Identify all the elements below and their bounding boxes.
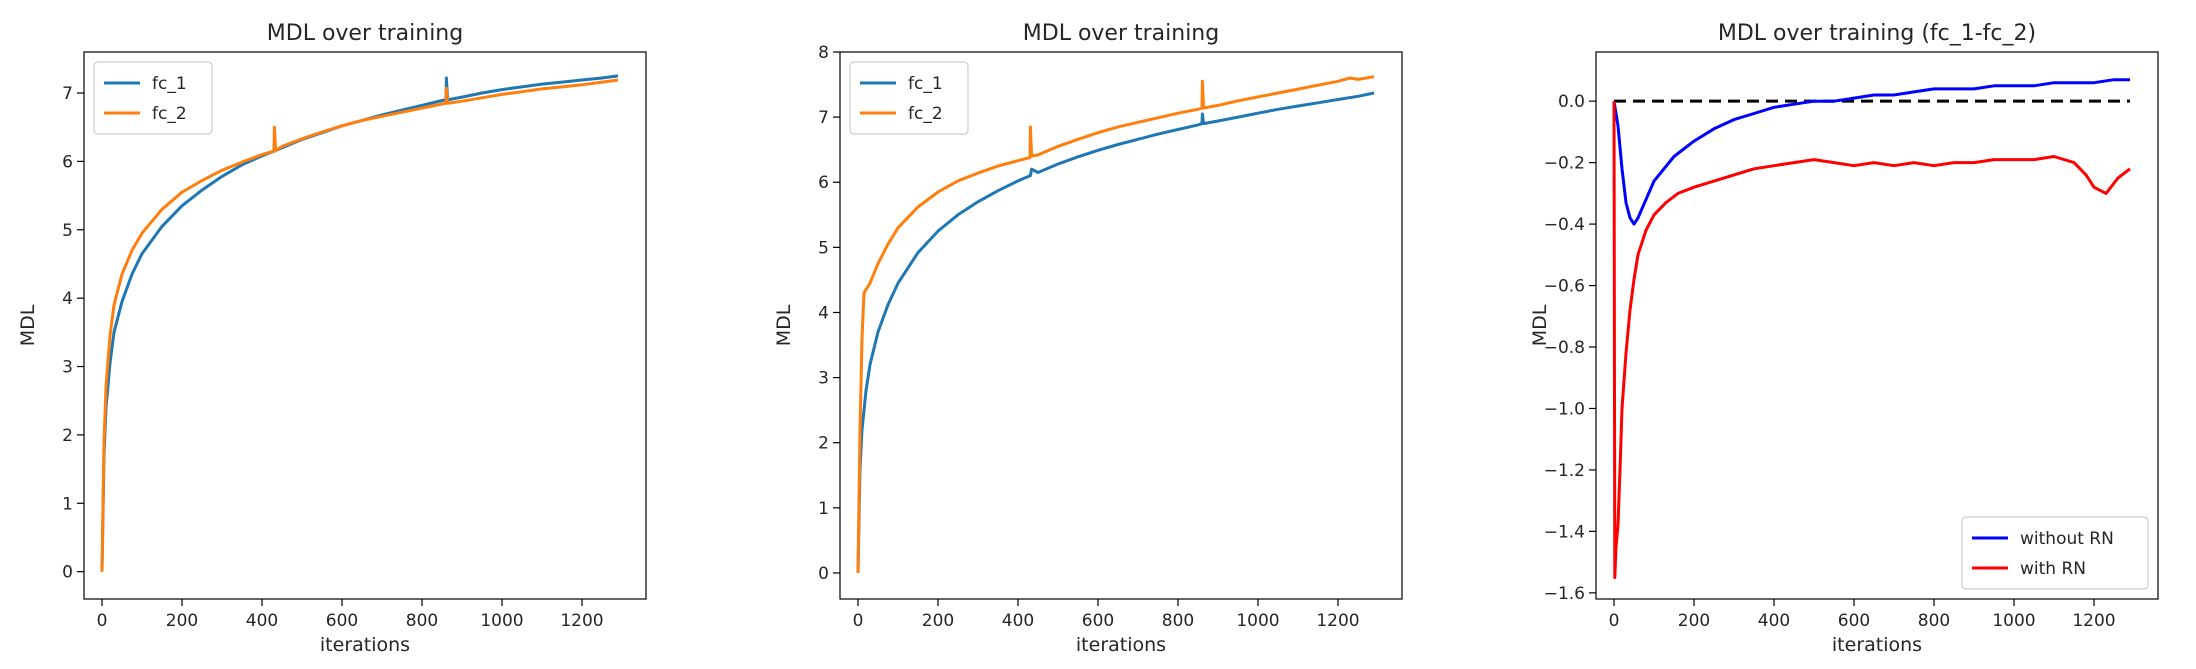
legend-box [93, 61, 213, 135]
series-line-with-rn [1612, 101, 2131, 579]
x-tick-label: 1200 [560, 611, 603, 631]
legend-label: fc_1 [152, 74, 187, 94]
x-tick-label: 200 [1678, 611, 1710, 631]
y-tick-label: 6 [818, 173, 829, 193]
x-tick-label: 1200 [1316, 611, 1359, 631]
legend-label: fc_1 [908, 74, 943, 94]
plot-frame [839, 51, 1403, 600]
y-tick-label: 8 [818, 43, 829, 63]
x-tick-label: 800 [1918, 611, 1950, 631]
y-tick-label: 7 [62, 84, 73, 104]
chart-title: MDL over training (fc_1-fc_2) [1718, 21, 2036, 46]
chart-2: MDL over training 0 200 400 600 800 1000 1200 0 1… [773, 21, 1403, 656]
y-tick-label: 0.0 [1558, 92, 1585, 112]
y-tick-label: 4 [62, 289, 73, 309]
x-tick-label: 400 [246, 611, 278, 631]
x-axis-label: iterations [320, 634, 410, 656]
x-tick-label: 800 [1162, 611, 1194, 631]
y-tick-label: 3 [818, 369, 829, 389]
y-tick-label: 0 [62, 563, 73, 583]
series-line-without-rn [1612, 78, 2130, 226]
x-tick-label: 600 [326, 611, 358, 631]
y-tick-label: −0.2 [1544, 154, 1585, 174]
x-tick-label: 400 [1758, 611, 1790, 631]
series-line-fc-1 [100, 74, 619, 572]
y-tick-label: −1.0 [1544, 399, 1585, 419]
plot-frame [83, 51, 647, 600]
x-tick-label: 200 [166, 611, 198, 631]
y-tick-label: 3 [62, 358, 73, 378]
x-tick-label: 1000 [1236, 611, 1279, 631]
legend-label: with RN [2020, 559, 2086, 579]
legend-box [1961, 516, 2149, 590]
x-tick-label: 0 [853, 611, 864, 631]
y-axis-label: MDL [17, 304, 39, 346]
y-axis-label: MDL [773, 304, 795, 346]
y-tick-label: −0.8 [1544, 338, 1585, 358]
series-line-fc-2 [100, 78, 619, 572]
chart-title: MDL over training [267, 21, 463, 46]
x-axis-label: iterations [1832, 634, 1922, 656]
y-tick-label: 1 [818, 499, 829, 519]
y-tick-label: −0.4 [1544, 215, 1585, 235]
legend-label: fc_2 [908, 104, 943, 124]
y-tick-label: −0.6 [1544, 277, 1585, 297]
x-tick-label: 600 [1838, 611, 1870, 631]
series-line-fc-2 [856, 75, 1375, 574]
y-tick-label: −1.6 [1544, 584, 1585, 604]
y-tick-label: 5 [62, 221, 73, 241]
x-tick-label: 0 [97, 611, 108, 631]
x-tick-label: 200 [922, 611, 954, 631]
y-tick-label: 2 [62, 426, 73, 446]
x-tick-label: 1000 [480, 611, 523, 631]
legend-label: fc_2 [152, 104, 187, 124]
legend-box [849, 61, 969, 135]
legend: fc_1 fc_2 [93, 61, 213, 135]
y-tick-label: 7 [818, 108, 829, 128]
legend-label: without RN [2020, 529, 2114, 549]
y-axis-label: MDL [1529, 304, 1551, 346]
series-line-fc-1 [856, 91, 1375, 574]
x-tick-label: 800 [406, 611, 438, 631]
y-tick-label: 5 [818, 238, 829, 258]
x-tick-label: 1000 [1992, 611, 2035, 631]
plot-frame [1595, 51, 2159, 600]
y-tick-label: 2 [818, 434, 829, 454]
x-tick-label: 0 [1609, 611, 1620, 631]
x-tick-label: 400 [1002, 611, 1034, 631]
chart-3: MDL over training (fc_1-fc_2) 0 200 400 600 8… [1529, 21, 2159, 656]
legend: without RN with RN [1961, 516, 2149, 590]
y-tick-label: 0 [818, 564, 829, 584]
chart-1: MDL over training 0 200 400 600 800 1000 1200 0 1… [17, 21, 647, 656]
y-tick-label: −1.2 [1544, 461, 1585, 481]
y-tick-label: 1 [62, 494, 73, 514]
x-tick-label: 600 [1082, 611, 1114, 631]
legend: fc_1 fc_2 [849, 61, 969, 135]
x-axis-label: iterations [1076, 634, 1166, 656]
y-tick-label: 6 [62, 152, 73, 172]
y-tick-label: −1.4 [1544, 522, 1585, 542]
chart-title: MDL over training [1023, 21, 1219, 46]
y-tick-label: 4 [818, 303, 829, 323]
x-tick-label: 1200 [2072, 611, 2115, 631]
